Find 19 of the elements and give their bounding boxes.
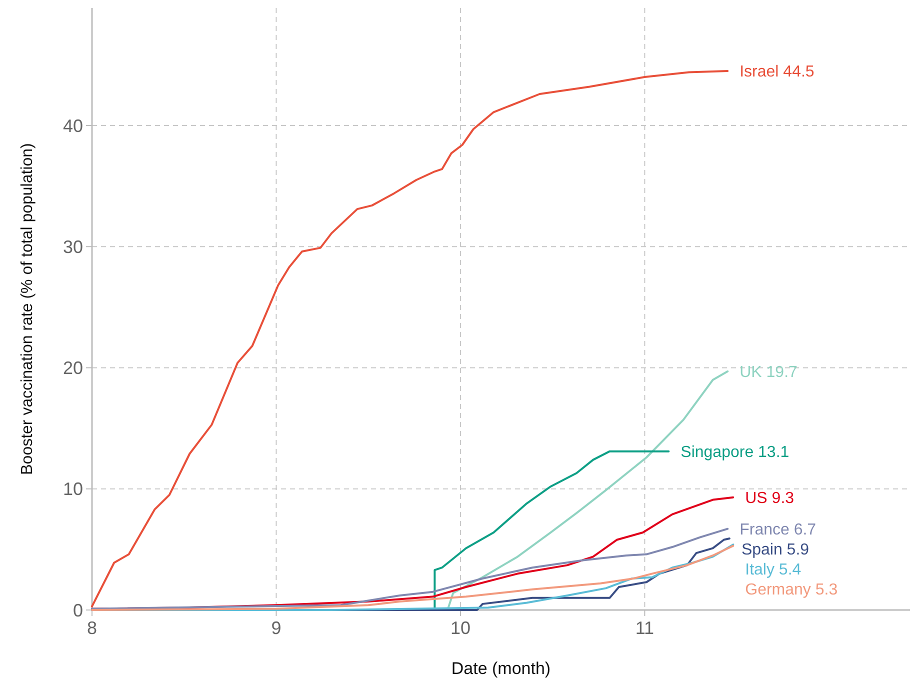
x-tick-label: 8	[86, 618, 98, 638]
data-label: US 9.3	[745, 490, 794, 507]
data-label: Italy 5.4	[745, 561, 802, 578]
data-label: Spain 5.9	[741, 541, 810, 558]
x-axis-title: Date (month)	[451, 659, 551, 678]
data-label: Germany 5.3	[745, 581, 838, 598]
y-tick-label: 30	[62, 236, 83, 257]
y-tick-label: 20	[62, 358, 83, 378]
data-label: Singapore 13.1	[680, 444, 790, 461]
x-tick-label: 10	[450, 618, 470, 638]
y-tick-label: 10	[62, 479, 83, 500]
y-tick-label: 40	[62, 116, 83, 136]
x-tick-label: 11	[635, 618, 654, 638]
data-label: UK 19.7	[740, 364, 798, 381]
data-label: France 6.7	[740, 521, 816, 538]
y-axis-title: Booster vaccination rate (% of total population)	[19, 143, 36, 475]
y-tick-label: 0	[72, 600, 83, 620]
data-label: Israel 44.5	[740, 64, 814, 81]
x-tick-label: 9	[271, 618, 282, 638]
